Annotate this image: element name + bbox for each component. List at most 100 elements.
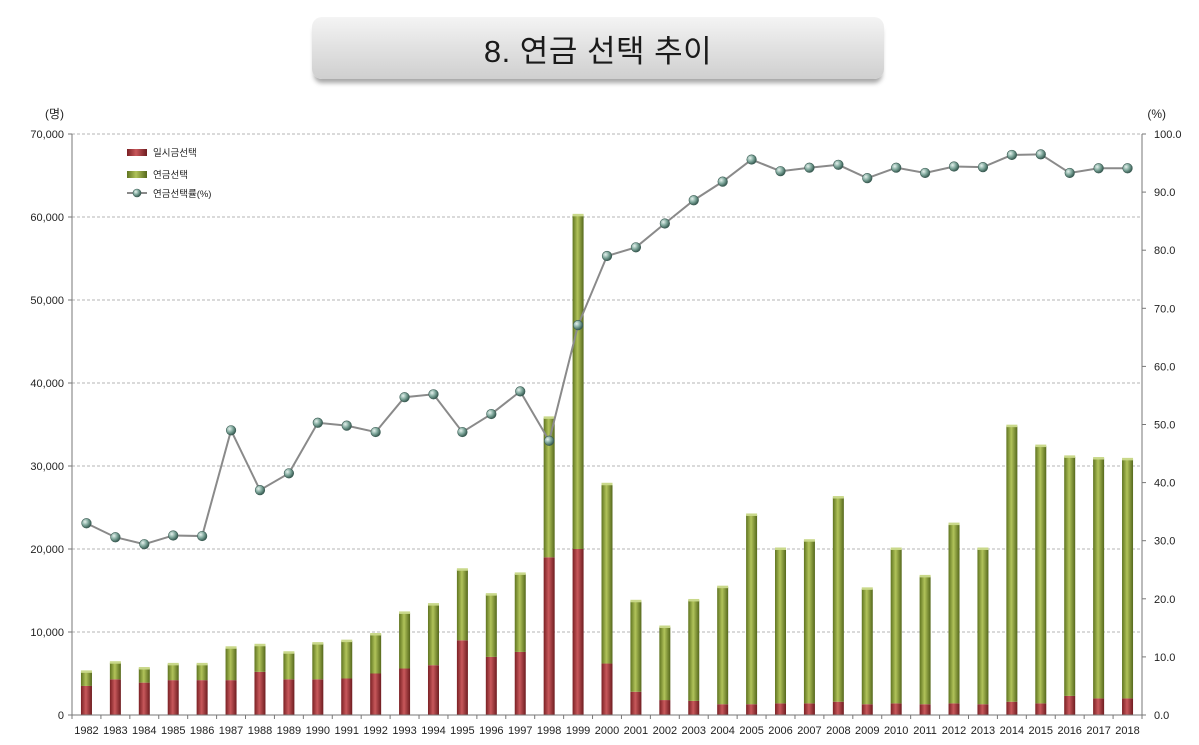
page-title: 8. 연금 선택 추이: [483, 33, 713, 69]
bar-top-highlight: [485, 593, 497, 596]
bar-pension: [1122, 459, 1134, 699]
bar-pension: [370, 634, 382, 674]
bar-top-highlight: [688, 598, 700, 602]
x-tick-label: 2009: [855, 725, 879, 737]
bar-lump-sum: [1064, 695, 1076, 715]
right-tick-label: 70.0: [1154, 303, 1175, 315]
bar-lump-sum: [775, 703, 787, 715]
rate-point: [862, 173, 873, 184]
rate-point: [486, 408, 497, 420]
rate-point: [572, 320, 584, 331]
bar-pension: [601, 484, 613, 664]
bar-pension: [861, 588, 873, 705]
bar-lump-sum: [977, 704, 989, 715]
x-tick-label: 2011: [913, 725, 937, 737]
rate-point: [659, 218, 670, 229]
rate-point: [1093, 163, 1104, 174]
left-tick-label: 30,000: [30, 461, 64, 473]
x-tick-label: 2004: [710, 725, 734, 737]
bar-lump-sum: [746, 704, 758, 715]
x-tick-label: 2002: [653, 725, 677, 737]
rate-point: [544, 435, 555, 446]
legend-label-pension: 연금선택: [153, 170, 188, 181]
bar-top-highlight: [948, 522, 960, 526]
bar-top-highlight: [225, 646, 237, 649]
axes: 0 10,000 20,000 30,000 40,000 50,000 60,000 70,…: [30, 107, 1181, 737]
rate-point: [457, 426, 468, 438]
bar-top-highlight: [659, 625, 671, 629]
bar-lump-sum: [370, 673, 382, 715]
right-tick-label: 80.0: [1154, 245, 1175, 257]
bar-top-highlight: [399, 611, 411, 614]
bar-pension: [341, 641, 353, 679]
bar-lump-sum: [1122, 698, 1134, 715]
bar-pension: [890, 549, 902, 704]
bar-pension: [688, 600, 700, 701]
bar-top-highlight: [341, 639, 353, 643]
bar-pension: [196, 664, 208, 681]
rate-point: [1122, 163, 1133, 174]
x-tick-label: 2016: [1057, 725, 1081, 737]
bar-top-highlight: [370, 632, 382, 636]
x-tick-label: 1989: [277, 725, 301, 737]
bar-lump-sum: [399, 668, 411, 715]
bar-top-highlight: [861, 587, 873, 590]
bar-top-highlight: [254, 643, 266, 647]
x-tick-label: 1994: [421, 725, 445, 737]
legend-label-lump-sum: 일시금선택: [153, 148, 197, 159]
rate-point: [428, 389, 439, 400]
x-tick-label: 2017: [1086, 725, 1110, 737]
x-tick-label: 1999: [566, 725, 590, 737]
bar-pension: [775, 549, 787, 704]
bar-top-highlight: [283, 651, 295, 654]
title-banner: 8. 연금 선택 추이: [312, 17, 884, 79]
x-tick-label: 1983: [103, 725, 127, 737]
bar-lump-sum: [80, 685, 92, 715]
right-tick-label: 30.0: [1154, 536, 1175, 548]
bar-top-highlight: [630, 599, 642, 603]
rate-point: [312, 417, 323, 428]
rate-point: [399, 392, 410, 403]
right-tick-label: 100.0: [1154, 129, 1182, 141]
bar-top-highlight: [572, 213, 584, 217]
bar-lump-sum: [109, 679, 121, 715]
bar-pension: [514, 573, 526, 652]
right-tick-label: 10.0: [1154, 652, 1175, 664]
bar-top-highlight: [717, 585, 729, 589]
bar-top-highlight: [1093, 457, 1105, 460]
x-tick-label: 2010: [884, 725, 908, 737]
bar-lump-sum: [803, 703, 815, 715]
bar-lump-sum: [1035, 703, 1047, 715]
legend-label-rate: 연금선택률(%): [153, 189, 211, 200]
x-tick-label: 1991: [334, 725, 358, 737]
bar-pension: [80, 671, 92, 686]
bar-top-highlight: [1064, 455, 1076, 458]
legend-marker-rate: [132, 188, 142, 198]
bar-top-highlight: [138, 667, 150, 670]
rate-point: [1006, 149, 1017, 161]
rate-point: [197, 530, 208, 542]
bar-lump-sum: [312, 679, 324, 715]
bar-lump-sum: [427, 665, 439, 715]
bar-pension: [283, 652, 295, 680]
left-tick-label: 40,000: [30, 378, 64, 390]
bar-lump-sum: [167, 680, 179, 715]
rate-line: [81, 149, 1133, 550]
bar-pension: [1093, 458, 1105, 699]
bar-top-highlight: [1006, 424, 1018, 428]
bar-top-highlight: [601, 482, 613, 486]
bar-pension: [919, 576, 931, 705]
x-tick-label: 2006: [768, 725, 792, 737]
right-tick-label: 50.0: [1154, 420, 1175, 432]
bar-top-highlight: [919, 574, 931, 578]
bar-pension: [572, 215, 584, 549]
left-tick-label: 0: [58, 710, 64, 722]
x-tick-label: 1990: [306, 725, 330, 737]
left-tick-label: 60,000: [30, 212, 64, 224]
bar-top-highlight: [196, 662, 208, 666]
bar-pension: [254, 645, 266, 672]
bar-pension: [832, 497, 844, 702]
bar-pension: [630, 601, 642, 692]
